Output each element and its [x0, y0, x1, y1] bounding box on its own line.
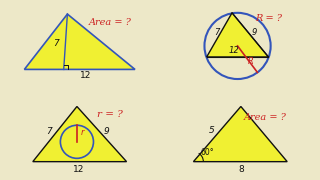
Text: 9: 9	[252, 28, 257, 37]
Polygon shape	[24, 14, 135, 69]
Text: 8: 8	[238, 165, 244, 174]
Text: 12: 12	[80, 71, 92, 80]
Text: 7: 7	[46, 127, 52, 136]
Text: 12: 12	[229, 46, 240, 55]
Polygon shape	[193, 107, 287, 162]
Text: 7: 7	[53, 39, 59, 48]
Text: 5: 5	[209, 126, 215, 135]
Text: 60°: 60°	[201, 148, 215, 157]
Text: R = ?: R = ?	[255, 14, 282, 23]
Text: Area = ?: Area = ?	[244, 113, 287, 122]
Text: 12: 12	[74, 165, 85, 174]
Text: 7: 7	[214, 28, 219, 37]
Text: r: r	[81, 129, 84, 138]
Text: r = ?: r = ?	[97, 110, 123, 119]
Text: Area = ?: Area = ?	[89, 18, 132, 27]
Polygon shape	[33, 107, 127, 162]
Text: R: R	[248, 57, 254, 66]
Polygon shape	[207, 13, 268, 57]
Text: 9: 9	[104, 127, 109, 136]
